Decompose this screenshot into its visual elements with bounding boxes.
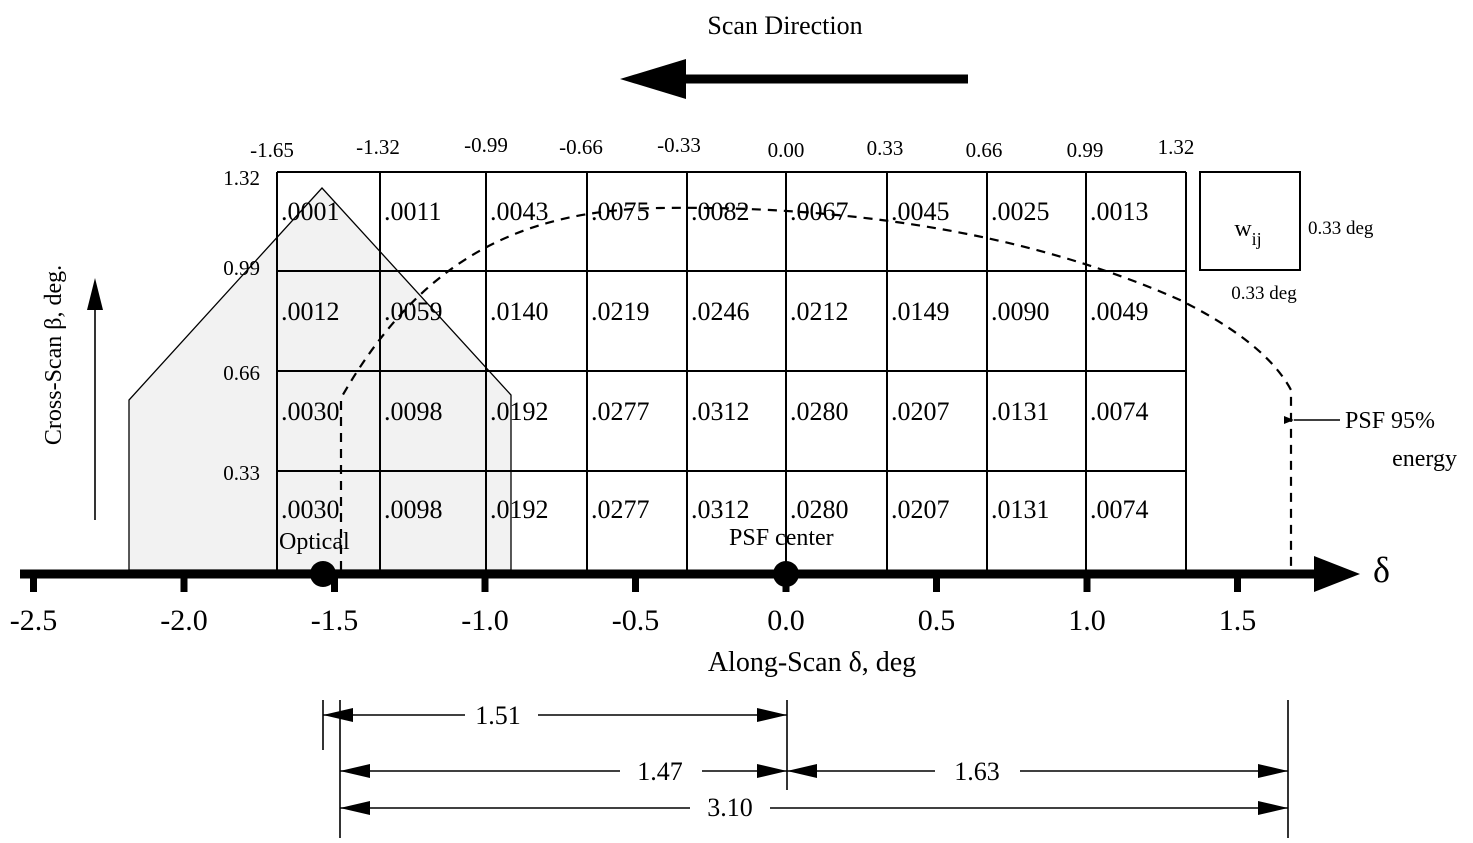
grid-cell-value: .0049 — [1090, 297, 1149, 326]
top-tick-label: 0.99 — [1067, 138, 1104, 162]
grid-cell-value: .0131 — [991, 397, 1050, 426]
grid-cell-value: .0219 — [591, 297, 650, 326]
top-tick-label: -0.99 — [464, 133, 508, 157]
grid-cell-value: .0030 — [281, 495, 340, 524]
grid-cell-value: .0012 — [281, 297, 340, 326]
x-axis-label: Along-Scan δ, deg — [708, 647, 916, 678]
x-axis-tick-label: 1.0 — [1068, 604, 1106, 637]
scan-direction-arrow — [620, 59, 968, 99]
grid-cell-value: .0090 — [991, 297, 1050, 326]
top-tick-label: -0.66 — [559, 135, 603, 159]
weight-grid-values: .0001 .0011 .0043 .0075 .0082 .0067 .0045 .0025… — [281, 197, 1149, 524]
top-tick-label: -0.33 — [657, 133, 701, 157]
psf-95-label: PSF 95% — [1345, 408, 1435, 434]
psf-center-label: PSF center — [729, 525, 834, 551]
top-tick-label: 0.33 — [867, 136, 904, 160]
grid-cell-value: .0075 — [591, 197, 650, 226]
grid-cell-value: .0280 — [790, 397, 849, 426]
cell-legend-width-label: 0.33 deg — [1231, 283, 1297, 304]
x-axis-tick-label: -1.5 — [311, 604, 359, 637]
x-axis-tick-label: 0.5 — [918, 604, 956, 637]
top-tick-label: -1.65 — [250, 138, 294, 162]
grid-cell-value: .0140 — [490, 297, 549, 326]
grid-cell-value: .0207 — [891, 495, 950, 524]
grid-cell-value: .0030 — [281, 397, 340, 426]
grid-cell-value: .0074 — [1090, 495, 1149, 524]
scan-direction-title: Scan Direction — [707, 11, 862, 40]
dimension-1-63: 1.63 — [954, 757, 1000, 786]
grid-cell-value: .0192 — [490, 397, 549, 426]
top-tick-label: 0.66 — [966, 138, 1003, 162]
y-axis: Cross-Scan β, deg. — [41, 265, 103, 520]
grid-cell-value: .0082 — [691, 197, 750, 226]
top-tick-label: 1.32 — [1158, 135, 1195, 159]
cell-legend-symbol: wij — [1234, 216, 1261, 249]
x-axis: -2.5 -2.0 -1.5 -1.0 -0.5 0.0 0.5 1.0 1.5 δ Along… — [10, 550, 1390, 678]
grid-cell-value: .0280 — [790, 495, 849, 524]
top-tick-label: -1.32 — [356, 135, 400, 159]
grid-cell-value: .0043 — [490, 197, 549, 226]
grid-cell-value: .0074 — [1090, 397, 1149, 426]
left-tick-label: 0.99 — [223, 256, 260, 280]
grid-cell-value: .0277 — [591, 495, 650, 524]
dimension-1-51: 1.51 — [475, 701, 521, 730]
grid-cell-value: .0067 — [790, 197, 849, 226]
cell-legend: wij 0.33 deg 0.33 deg — [1199, 171, 1374, 304]
grid-cell-value: .0025 — [991, 197, 1050, 226]
psf-95-annotation: PSF 95% energy — [1284, 408, 1457, 472]
grid-cell-value: .0207 — [891, 397, 950, 426]
grid-cell-value: .0312 — [691, 397, 750, 426]
grid-lines — [276, 171, 1187, 570]
grid-cell-value: .0098 — [384, 397, 443, 426]
left-tick-label: 1.32 — [223, 166, 260, 190]
x-axis-tick-label: 0.0 — [767, 604, 805, 637]
grid-cell-value: .0059 — [384, 297, 443, 326]
dimension-3-10: 3.10 — [707, 793, 753, 822]
grid-cell-value: .0192 — [490, 495, 549, 524]
x-axis-tick-label: -0.5 — [612, 604, 660, 637]
grid-cell-value: .0312 — [691, 495, 750, 524]
grid-cell-value: .0013 — [1090, 197, 1149, 226]
psf-energy-label: energy — [1392, 446, 1457, 472]
grid-cell-value: .0277 — [591, 397, 650, 426]
cell-legend-box — [1199, 171, 1301, 271]
grid-cell-value: .0131 — [991, 495, 1050, 524]
grid-cell-value: .0045 — [891, 197, 950, 226]
x-axis-tick-label: -1.0 — [461, 604, 509, 637]
grid-cell-value: .0011 — [384, 197, 442, 226]
y-axis-label: Cross-Scan β, deg. — [41, 265, 67, 445]
grid-cell-value: .0212 — [790, 297, 849, 326]
left-tick-labels: 1.32 0.99 0.66 0.33 — [223, 166, 260, 485]
optical-label: Optical — [279, 529, 350, 555]
psf-95-contour — [339, 206, 1293, 570]
left-tick-label: 0.33 — [223, 461, 260, 485]
x-axis-tick-label: -2.0 — [160, 604, 208, 637]
grid-cell-value: .0149 — [891, 297, 950, 326]
left-tick-label: 0.66 — [223, 361, 260, 385]
x-axis-symbol: δ — [1373, 550, 1390, 590]
top-tick-label: 0.00 — [768, 138, 805, 162]
x-axis-tick-label: -2.5 — [10, 604, 58, 637]
grid-cell-value: .0001 — [281, 197, 340, 226]
dimension-lines — [322, 700, 1289, 838]
top-tick-labels: -1.65 -1.32 -0.99 -0.66 -0.33 0.00 0.33 0.66 0.9… — [250, 133, 1194, 162]
optical-center-dot — [310, 561, 336, 587]
cell-legend-height-label: 0.33 deg — [1308, 218, 1374, 239]
x-axis-tick-labels: -2.5 -2.0 -1.5 -1.0 -0.5 0.0 0.5 1.0 1.5 — [10, 604, 1257, 637]
x-axis-tick-label: 1.5 — [1219, 604, 1257, 637]
dimension-1-47: 1.47 — [637, 757, 683, 786]
grid-cell-value: .0098 — [384, 495, 443, 524]
grid-cell-value: .0246 — [691, 297, 750, 326]
psf-center-dot — [773, 561, 799, 587]
